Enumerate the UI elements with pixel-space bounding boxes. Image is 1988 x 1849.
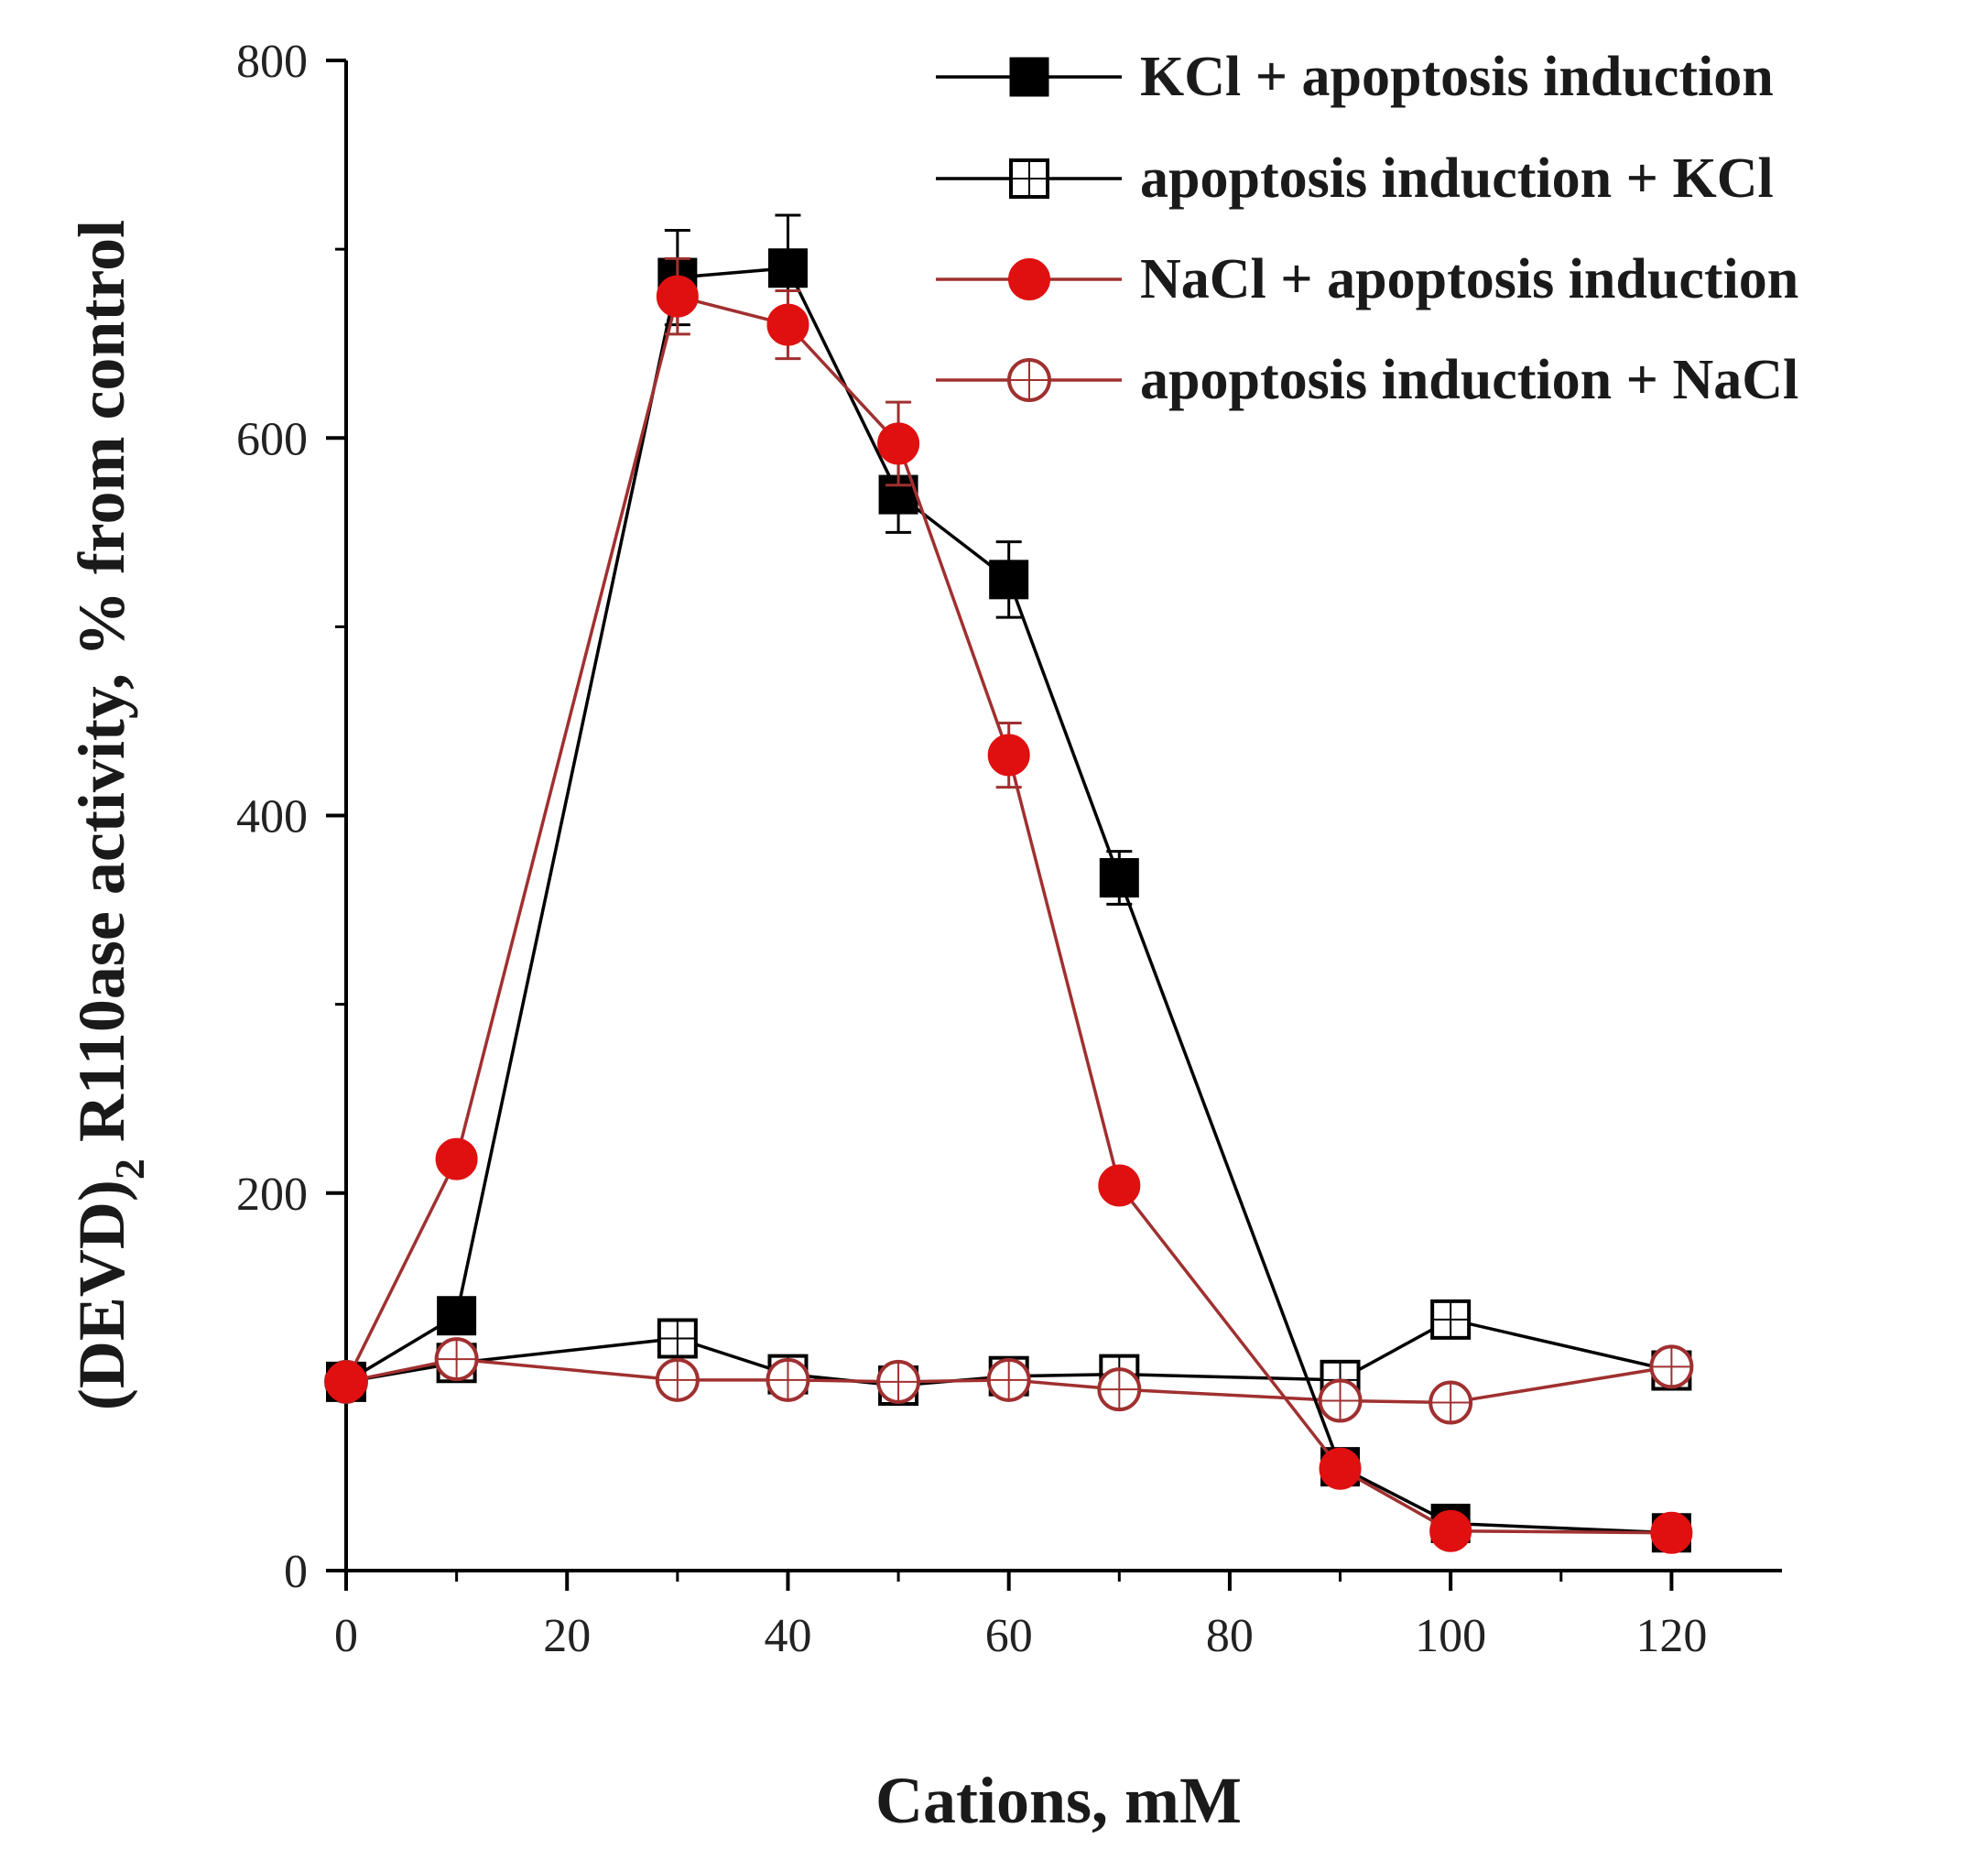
series-line (344, 294, 1672, 1535)
series-3 (325, 256, 1693, 1554)
data-point-circle-marker (1650, 1511, 1693, 1554)
data-point-square-marker (1099, 858, 1139, 898)
x-tick-label: 20 (543, 1610, 591, 1662)
legend-entry-2: apoptosis induction + KCl (936, 147, 1774, 210)
data-point-square-marker (989, 560, 1029, 600)
data-point-circle-marker (325, 1360, 367, 1403)
legend-entry-1: KCl + apoptosis induction (936, 46, 1774, 108)
series-line (345, 266, 1672, 1535)
y-axis-title: (DEVD)2 R110ase activity, % from control (65, 220, 153, 1410)
legend-circle-marker (1008, 258, 1050, 300)
legend-label: apoptosis induction + NaCl (1140, 349, 1798, 411)
legend-entry-3: NaCl + apoptosis induction (936, 248, 1798, 310)
data-series (324, 213, 1694, 1554)
x-axis-title: Cations, mM (875, 1764, 1242, 1837)
legend-label: apoptosis induction + KCl (1140, 147, 1774, 210)
legend-label: NaCl + apoptosis induction (1140, 248, 1798, 310)
axis-ticks: 0 20 40 60 80 100 120 0 200 400 600 800 (236, 36, 1707, 1662)
data-point-square-marker (767, 248, 808, 288)
data-point-circle-marker (766, 303, 809, 346)
x-tick-label: 80 (1206, 1610, 1254, 1662)
x-tick-label: 120 (1635, 1610, 1707, 1662)
x-tick-label: 40 (764, 1610, 811, 1662)
data-point-circle-marker (1319, 1447, 1362, 1490)
series-line (345, 1357, 1672, 1405)
x-tick-label: 0 (334, 1610, 358, 1662)
data-point-circle-marker (435, 1137, 478, 1180)
y-tick-label: 200 (236, 1169, 308, 1221)
series-1 (326, 213, 1691, 1553)
x-tick-label: 60 (985, 1610, 1033, 1662)
y-tick-label: 0 (284, 1546, 308, 1598)
legend-entry-4: apoptosis induction + NaCl (936, 349, 1798, 411)
data-point-circle-marker (987, 734, 1030, 777)
legend-square-marker (1009, 57, 1049, 97)
series-4 (324, 1337, 1694, 1425)
data-point-circle-marker (1429, 1509, 1472, 1552)
y-axis-title-subscript: 2 (106, 1158, 153, 1180)
data-point-square-marker (437, 1296, 477, 1336)
y-tick-label: 600 (236, 413, 308, 465)
y-axis-title-rest: R110ase activity, % from control (65, 220, 138, 1158)
y-tick-label: 800 (236, 36, 308, 88)
y-tick-label: 400 (236, 791, 308, 843)
data-point-circle-marker (877, 422, 920, 465)
legend-label: KCl + apoptosis induction (1140, 46, 1774, 108)
x-tick-label: 100 (1415, 1610, 1486, 1662)
legend: KCl + apoptosis induction apoptosis induc… (936, 46, 1798, 411)
data-point-circle-marker (1098, 1164, 1141, 1207)
y-axis-title-main: (DEVD) (65, 1180, 138, 1410)
data-point-circle-marker (656, 275, 699, 318)
